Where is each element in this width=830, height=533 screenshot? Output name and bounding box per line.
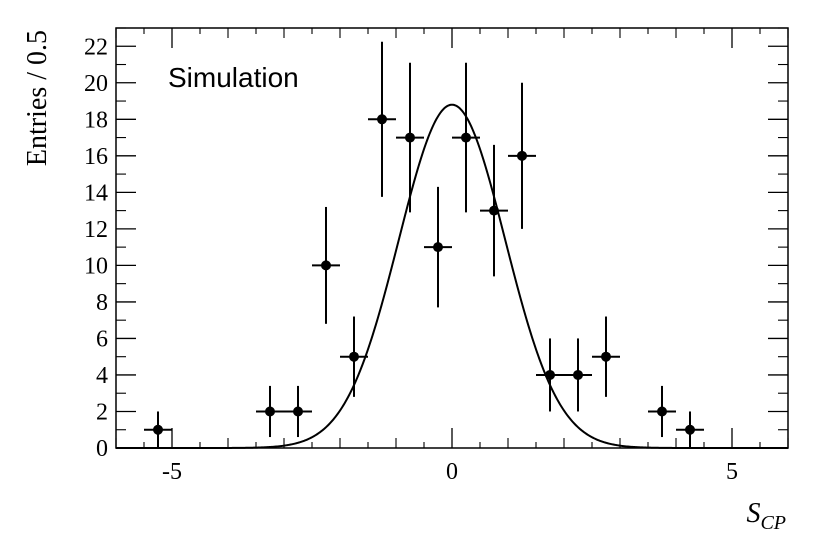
- data-point: [480, 144, 508, 277]
- x-axis-title-main: S: [746, 498, 760, 529]
- y-tick-label: 18: [84, 107, 108, 133]
- gaussian-fit-curve: [116, 103, 788, 449]
- marker: [321, 260, 331, 271]
- marker: [517, 150, 527, 161]
- x-axis-title: SCP: [746, 498, 786, 533]
- data-point: [648, 385, 676, 438]
- y-tick-label: 22: [84, 34, 108, 60]
- data-point: [396, 62, 424, 213]
- data-point: [368, 41, 396, 197]
- x-axis-title-sub: CP: [760, 512, 786, 533]
- data-point: [284, 385, 312, 438]
- data-points-layer: [144, 41, 704, 448]
- data-point: [564, 338, 592, 412]
- data-point: [676, 411, 704, 448]
- y-tick-label: 10: [84, 253, 108, 279]
- marker: [377, 114, 387, 125]
- marker: [153, 424, 163, 435]
- marker: [601, 351, 611, 362]
- y-tick-label: 16: [84, 144, 108, 170]
- marker: [573, 369, 583, 380]
- y-axis-title: Entries / 0.5: [22, 30, 53, 166]
- data-point: [592, 316, 620, 397]
- marker: [461, 132, 471, 143]
- data-point: [536, 338, 564, 412]
- fit-curve-layer: [116, 103, 788, 449]
- marker: [433, 242, 443, 253]
- y-tick-label: 8: [96, 290, 108, 316]
- marker: [265, 406, 275, 417]
- marker: [405, 132, 415, 143]
- y-tick-label: 0: [96, 436, 108, 462]
- marker: [545, 369, 555, 380]
- data-point: [340, 316, 368, 397]
- data-point: [424, 186, 452, 308]
- marker: [657, 406, 667, 417]
- x-tick-label: 5: [726, 459, 738, 485]
- marker: [349, 351, 359, 362]
- data-point: [312, 206, 340, 324]
- data-point: [508, 82, 536, 229]
- y-tick-label: 4: [96, 363, 108, 389]
- y-tick-label: 14: [84, 180, 108, 206]
- marker: [293, 406, 303, 417]
- marker: [489, 205, 499, 216]
- y-tick-label: 6: [96, 326, 108, 352]
- x-tick-label: -5: [162, 459, 182, 485]
- axes: -5 0 5 0 2 4 6 8 10 12 14 16 18 20 22: [84, 27, 789, 485]
- x-tick-label: 0: [446, 459, 458, 485]
- data-point: [256, 385, 284, 438]
- y-tick-label: 20: [84, 71, 108, 97]
- y-tick-label: 12: [84, 217, 108, 243]
- data-point: [144, 411, 172, 448]
- data-point: [452, 62, 480, 213]
- y-tick-label: 2: [96, 399, 108, 425]
- annotation-simulation: Simulation: [168, 62, 299, 93]
- marker: [685, 424, 695, 435]
